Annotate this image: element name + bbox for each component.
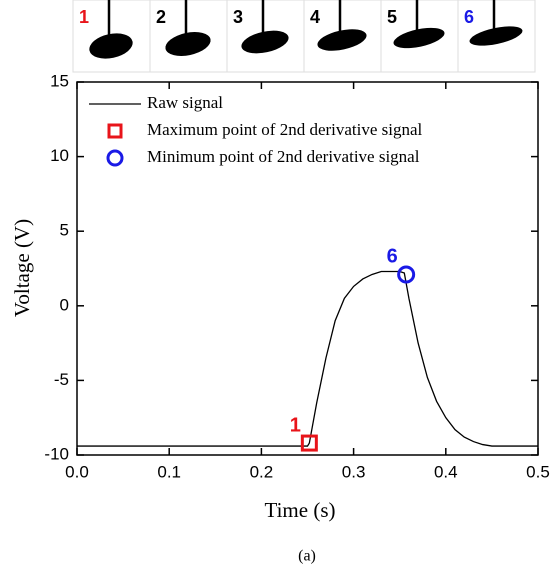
droplet (469, 26, 523, 46)
y-tick-label: 0 (60, 295, 69, 314)
plot-frame (76, 81, 539, 456)
legend-swatch (106, 149, 124, 167)
y-tick-label: 5 (60, 221, 69, 240)
droplet (317, 29, 367, 51)
x-tick-label: 0.5 (526, 462, 550, 481)
x-tick-label: 0.2 (250, 462, 274, 481)
droplet (393, 27, 445, 49)
legend-swatch (107, 123, 123, 139)
frame-label: 6 (464, 7, 474, 27)
droplet (241, 30, 289, 54)
x-tick-label: 0.0 (65, 462, 89, 481)
point-label: 6 (387, 246, 398, 268)
frame-label: 2 (156, 7, 166, 27)
frame-label: 3 (233, 7, 243, 27)
droplet (89, 33, 133, 59)
raw-signal-line (77, 270, 538, 447)
legend-label: Minimum point of 2nd derivative signal (147, 147, 420, 166)
frame-label: 5 (387, 7, 397, 27)
y-tick-label: -10 (44, 444, 69, 463)
x-tick-label: 0.1 (157, 462, 181, 481)
x-tick-label: 0.4 (434, 462, 458, 481)
marker-circle (397, 265, 416, 284)
x-tick-label: 0.3 (342, 462, 366, 481)
legend-label: Raw signal (147, 93, 223, 112)
y-axis-label: Voltage (V) (10, 219, 34, 317)
point-label: 1 (290, 414, 301, 436)
frame-label: 4 (310, 7, 320, 27)
y-tick-label: 15 (50, 71, 69, 90)
frame-label: 1 (79, 7, 89, 27)
x-axis-label: Time (s) (265, 498, 336, 522)
droplet (165, 32, 211, 56)
marker-square (300, 434, 318, 452)
legend-label: Maximum point of 2nd derivative signal (147, 120, 423, 139)
y-tick-label: -5 (54, 370, 69, 389)
y-tick-label: 10 (50, 146, 69, 165)
caption: (a) (298, 548, 316, 565)
